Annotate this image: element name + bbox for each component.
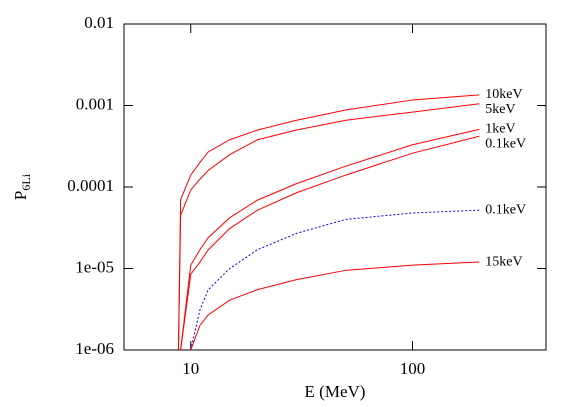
x-axis-label: E (MeV) [305,382,366,401]
y-tick-label: 0.0001 [67,176,114,195]
series-line [177,94,480,351]
series-label: 15keV [485,254,522,269]
series-line [190,261,480,351]
series-line [180,128,480,351]
series-line [177,103,480,351]
x-tick-label: 100 [400,359,426,378]
y-tick-label: 1e-05 [75,257,114,276]
series-line [190,209,480,351]
series-label: 0.1keV [485,202,526,217]
y-tick-label: 0.01 [84,13,114,32]
y-axis-label-main: P [11,191,30,200]
x-tick-label: 10 [182,359,199,378]
y-axis-label-sub: 6Li [19,173,33,190]
series-label: 5keV [485,102,515,117]
series-label: 10keV [485,87,522,102]
y-tick-label: 1e-06 [75,339,114,358]
y-axis-label: P6Li [11,173,33,200]
series-line [180,135,480,351]
series-label: 1keV [485,122,515,137]
series-label: 0.1keV [485,137,526,152]
y-tick-label: 0.001 [76,94,114,113]
